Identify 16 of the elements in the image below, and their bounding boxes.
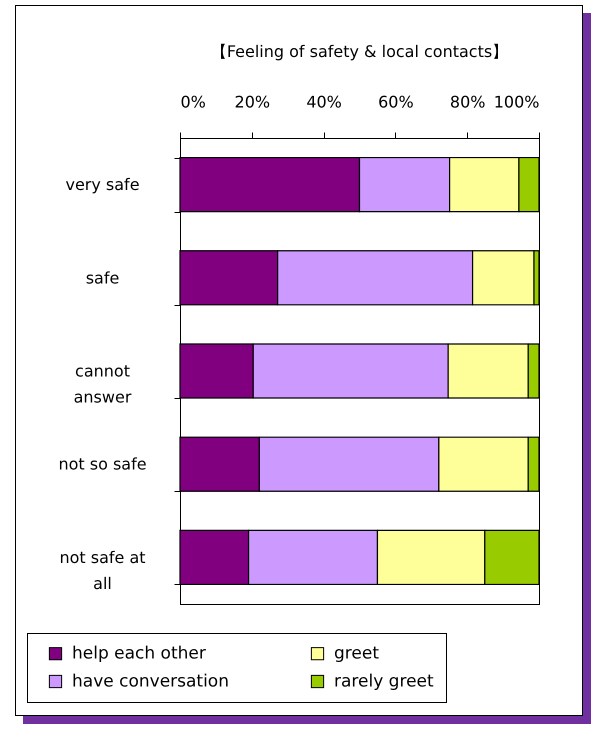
x-tick-label: 100% bbox=[494, 92, 540, 112]
y-tick-label: cannot answer bbox=[74, 362, 132, 406]
x-tick-label: 60% bbox=[378, 92, 414, 112]
x-tick-label: 80% bbox=[450, 92, 486, 112]
y-tick-label: very safe bbox=[65, 175, 140, 194]
chart-title: 【Feeling of safety & local contacts】 bbox=[210, 42, 508, 61]
x-tick-label: 0% bbox=[180, 92, 206, 112]
y-tick-label: not so safe bbox=[58, 454, 147, 474]
legend-label: rarely greet bbox=[334, 672, 434, 692]
legend-label: greet bbox=[334, 644, 380, 664]
y-tick-label: safe bbox=[86, 268, 120, 288]
legend-label: help each other bbox=[72, 644, 206, 664]
x-tick-label: 40% bbox=[306, 92, 342, 112]
legend-label: have conversation bbox=[72, 672, 229, 692]
x-tick-label: 20% bbox=[234, 92, 270, 112]
y-tick-label: not safe at all bbox=[59, 548, 146, 593]
